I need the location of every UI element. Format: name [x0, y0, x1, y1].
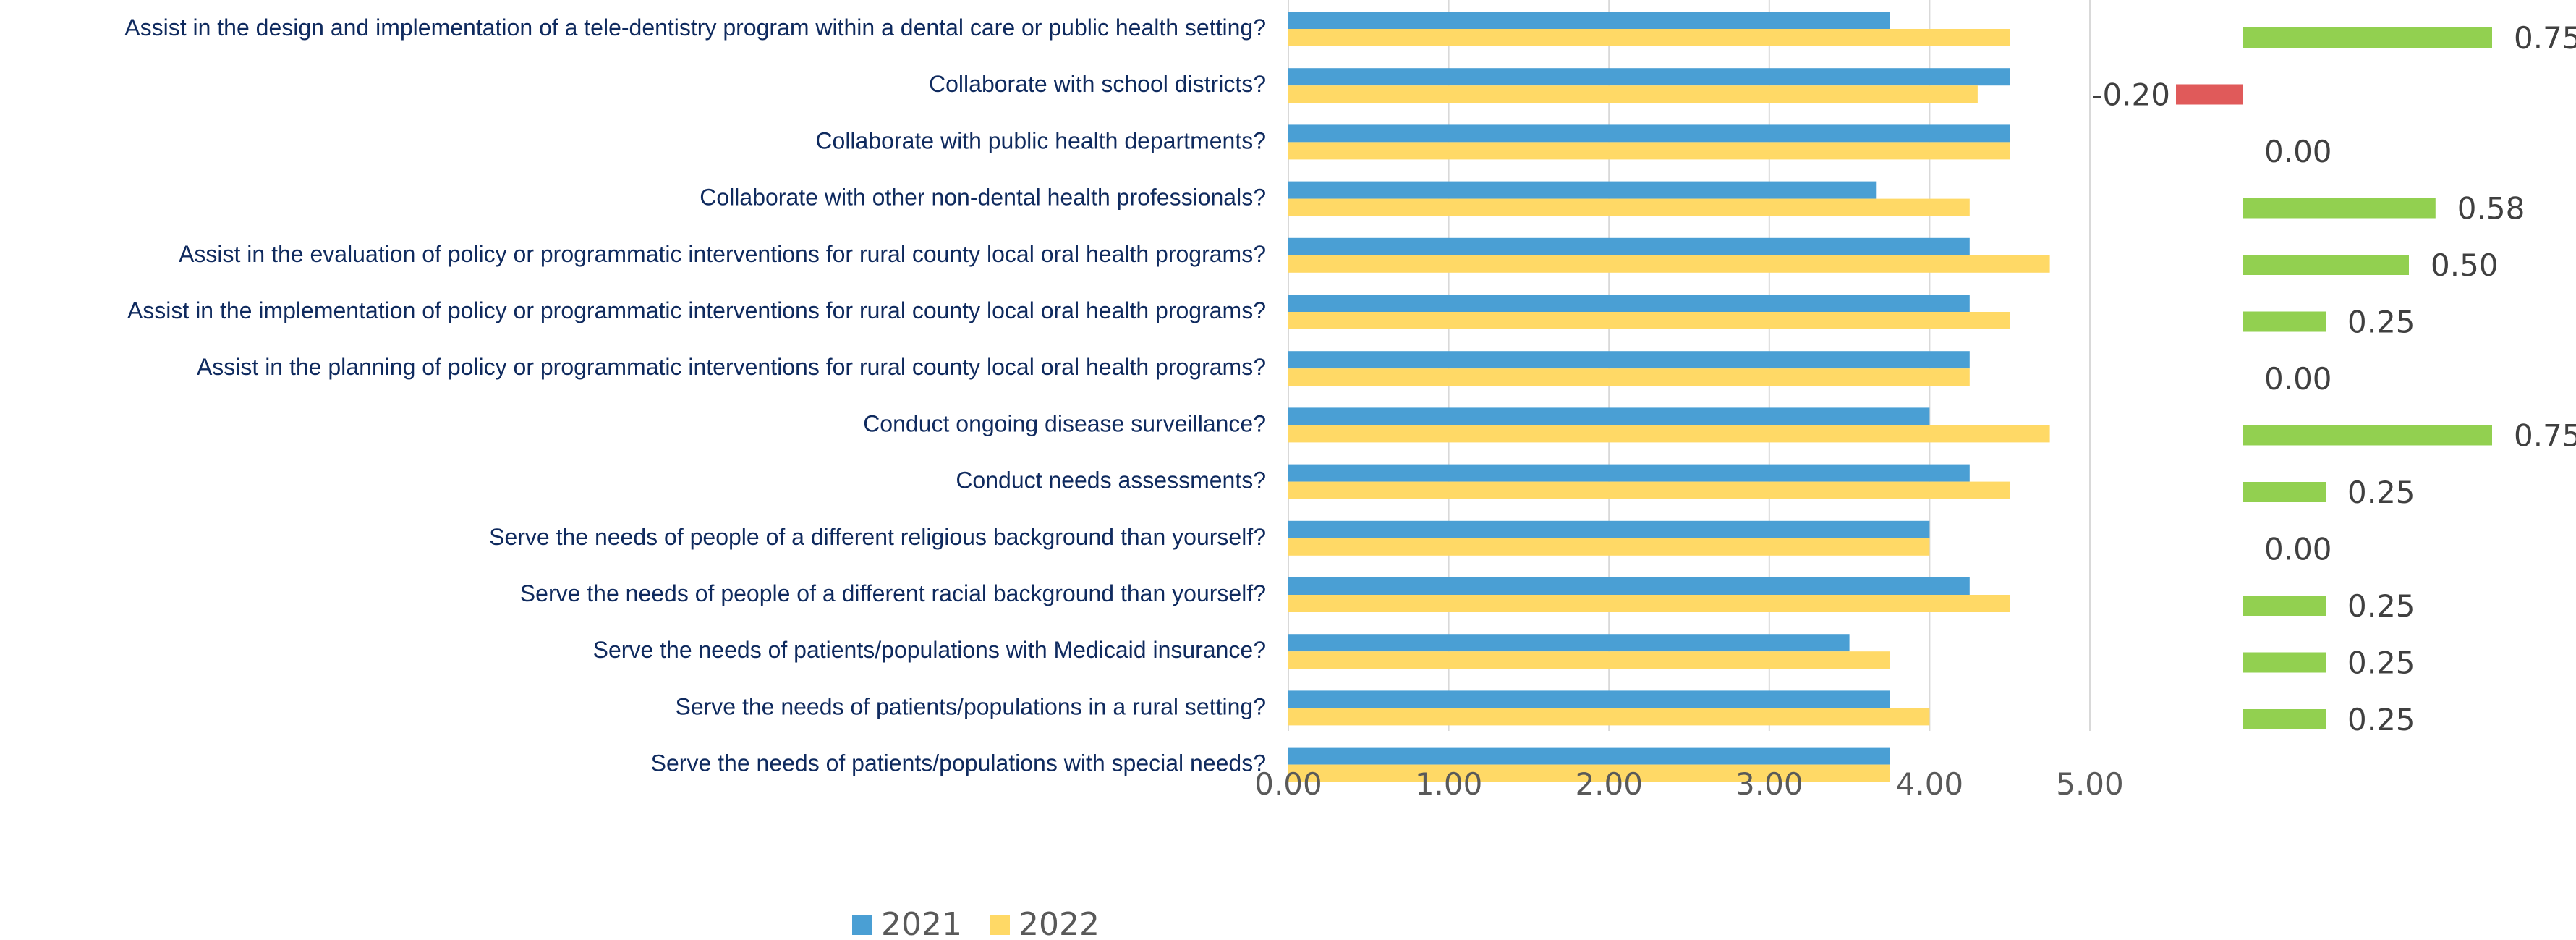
category-label: Conduct ongoing disease surveillance?	[863, 410, 1266, 436]
bar-2021	[1288, 351, 1970, 369]
bar-2022	[1288, 142, 2010, 160]
difference-bar	[2243, 482, 2326, 502]
bar-2022	[1288, 29, 2010, 46]
bar-2022	[1288, 481, 2010, 499]
bar-2022	[1288, 85, 1978, 103]
difference-bar	[2243, 311, 2326, 332]
bar-2022	[1288, 708, 1930, 726]
difference-label: 0.25	[2347, 702, 2415, 737]
bar-2022	[1288, 538, 1930, 556]
difference-bar	[2243, 425, 2492, 446]
bar-2022	[1288, 312, 2010, 329]
category-label: Collaborate with public health departmen…	[815, 127, 1266, 153]
bar-2021	[1288, 464, 1970, 482]
difference-label: 0.25	[2347, 588, 2415, 624]
legend-swatch-2022	[990, 915, 1010, 935]
difference-bar	[2243, 709, 2326, 729]
x-tick-label: 0.00	[1254, 766, 1322, 802]
bar-2021	[1288, 124, 2010, 143]
category-label: Serve the needs of patients/populations …	[675, 693, 1266, 719]
bar-2021	[1288, 520, 1930, 538]
x-tick-label: 2.00	[1575, 766, 1643, 802]
bar-2022	[1288, 595, 2010, 612]
x-tick-label: 1.00	[1415, 766, 1483, 802]
category-label: Conduct needs assessments?	[956, 467, 1266, 494]
difference-label: 0.75	[2514, 20, 2576, 56]
bar-2022	[1288, 255, 2050, 273]
category-label: Collaborate with school districts?	[929, 71, 1266, 97]
category-label: Assist in the implementation of policy o…	[127, 297, 1266, 323]
category-label: Serve the needs of people of a different…	[489, 524, 1266, 550]
legend-swatch-2021	[852, 915, 872, 935]
category-label: Serve the needs of patients/populations …	[651, 750, 1266, 776]
difference-bar	[2176, 84, 2243, 105]
bar-2022	[1288, 425, 2050, 443]
difference-bar	[2243, 652, 2326, 673]
difference-label: 0.75	[2514, 418, 2576, 454]
category-label: Serve the needs of patients/populations …	[593, 637, 1266, 663]
bar-2021	[1288, 12, 1890, 29]
difference-label: 0.00	[2264, 532, 2332, 567]
difference-label: 0.58	[2457, 191, 2525, 226]
difference-bar	[2243, 27, 2492, 48]
category-label: Assist in the design and implementation …	[124, 14, 1266, 41]
category-label: Serve the needs of people of a different…	[520, 580, 1266, 606]
legend-label-2022: 2022	[1019, 906, 1100, 940]
bar-2022	[1288, 198, 1970, 216]
category-label: Collaborate with other non-dental health…	[700, 185, 1266, 211]
bar-2022	[1288, 368, 1970, 386]
difference-bar	[2243, 596, 2326, 616]
bar-2021	[1288, 295, 1970, 312]
difference-label: 0.25	[2347, 475, 2415, 510]
difference-label: -0.20	[2091, 77, 2170, 113]
category-label: Assist in the planning of policy or prog…	[197, 354, 1266, 380]
category-labels: Assist in the design and implementation …	[124, 14, 1266, 776]
category-label: Assist in the evaluation of policy or pr…	[179, 241, 1266, 267]
difference-bar	[2243, 255, 2409, 275]
x-tick-label: 4.00	[1896, 766, 1964, 802]
bar-2021	[1288, 237, 1970, 255]
difference-bar	[2243, 198, 2436, 219]
legend: 2021 2022	[852, 906, 1100, 940]
difference-bars: 0.75 -0.20 0.00 0.58 0.50 0.25 0.00 0.75 0.25 0.0…	[2091, 20, 2576, 737]
legend-label-2021: 2021	[881, 906, 962, 940]
difference-label: 0.00	[2264, 361, 2332, 397]
bar-2021	[1288, 690, 1890, 708]
bar-2021	[1288, 407, 1930, 425]
bar-2022	[1288, 651, 1890, 669]
difference-label: 0.25	[2347, 645, 2415, 681]
x-tick-label: 5.00	[2056, 766, 2124, 802]
difference-label: 0.00	[2264, 134, 2332, 169]
difference-label: 0.50	[2431, 247, 2499, 283]
bar-2021	[1288, 634, 1850, 652]
bar-2022	[1288, 764, 1890, 782]
bar-2021	[1288, 577, 1970, 595]
bar-2021	[1288, 68, 2010, 86]
x-axis-ticks: 0.00 1.00 2.00 3.00 4.00 5.00	[1254, 766, 2124, 802]
bar-2021	[1288, 747, 1890, 765]
x-tick-label: 3.00	[1735, 766, 1803, 802]
difference-label: 0.25	[2347, 305, 2415, 340]
bar-2021	[1288, 181, 1877, 199]
bar-series	[1288, 12, 2050, 782]
